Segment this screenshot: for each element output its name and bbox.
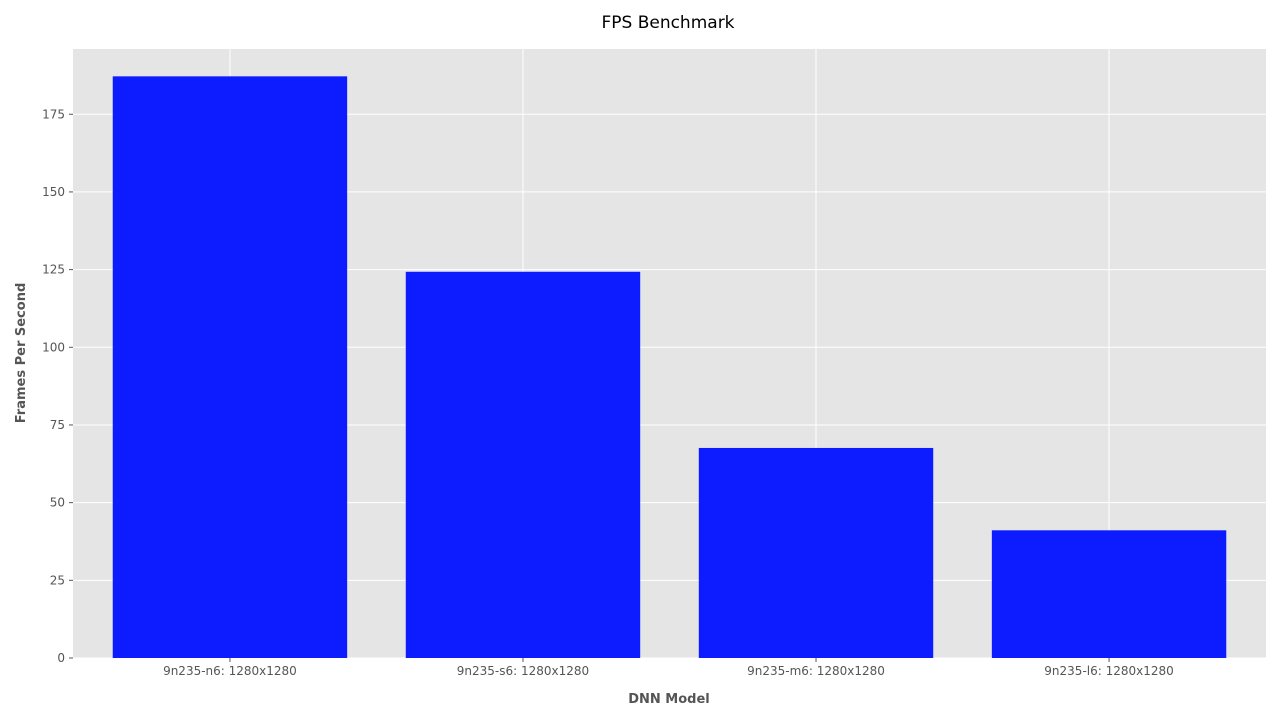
y-tick-label: 75 (50, 418, 65, 432)
y-tick-label: 25 (50, 573, 65, 587)
y-axis-label: Frames Per Second (14, 283, 29, 424)
bar-3 (698, 447, 934, 658)
x-tick-label: 9n235-m6: 1280x1280 (747, 664, 885, 678)
x-tick-label: 9n235-l6: 1280x1280 (1044, 664, 1173, 678)
x-axis-ticks: 9n235-n6: 1280x1280 9n235-s6: 1280x1280 9n… (163, 658, 1174, 678)
bar-4 (991, 530, 1227, 658)
y-tick-label: 125 (42, 263, 65, 277)
y-tick-label: 50 (50, 496, 65, 510)
x-tick-label: 9n235-n6: 1280x1280 (163, 664, 297, 678)
y-tick-label: 0 (57, 651, 65, 665)
y-tick-label: 100 (42, 340, 65, 354)
chart-title: FPS Benchmark (601, 13, 734, 33)
y-tick-label: 150 (42, 185, 65, 199)
bar-1 (112, 76, 348, 659)
bars (112, 76, 1227, 659)
bar-2 (405, 271, 641, 658)
x-axis-label: DNN Model (628, 692, 710, 707)
y-tick-label: 175 (42, 107, 65, 121)
y-axis-ticks: 0 25 50 75 100 125 150 175 (42, 107, 73, 665)
x-tick-label: 9n235-s6: 1280x1280 (457, 664, 589, 678)
